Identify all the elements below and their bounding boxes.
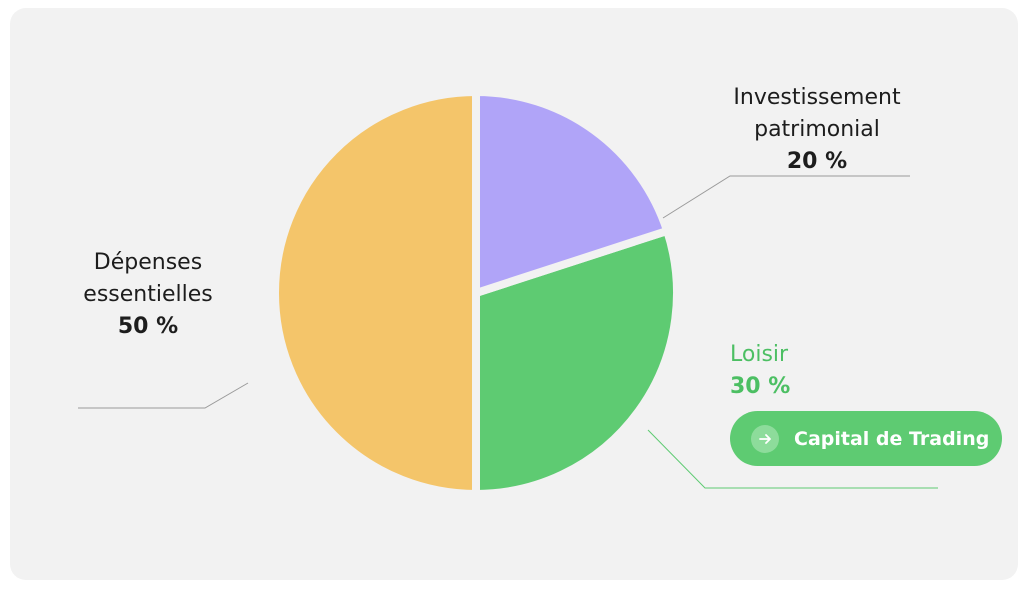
slice-label: Dépenses essentielles 50 %: [68, 247, 228, 343]
slice-label: Investissement patrimonial 20 %: [712, 82, 922, 178]
leader-line: [78, 382, 249, 409]
value-label: 50 %: [117, 314, 179, 339]
category-label: Loisir: [730, 342, 789, 367]
category-label: Dépenses essentielles: [83, 250, 213, 307]
button-label[interactable]: Capital de Trading: [794, 427, 990, 450]
trading-button[interactable]: Capital de Trading: [730, 411, 1002, 466]
value-label: 20 %: [786, 149, 848, 174]
pie-slice: [271, 87, 480, 499]
value-label: 30 %: [730, 374, 791, 399]
leader-line: [662, 175, 910, 219]
category-label: Investissement patrimonial: [733, 85, 901, 142]
arrow-icon: [751, 424, 779, 453]
pie-slice: [472, 225, 681, 499]
slice-label: Loisir 30 %: [730, 339, 930, 403]
pie-slice: [472, 87, 673, 299]
leader-line: [647, 429, 938, 489]
